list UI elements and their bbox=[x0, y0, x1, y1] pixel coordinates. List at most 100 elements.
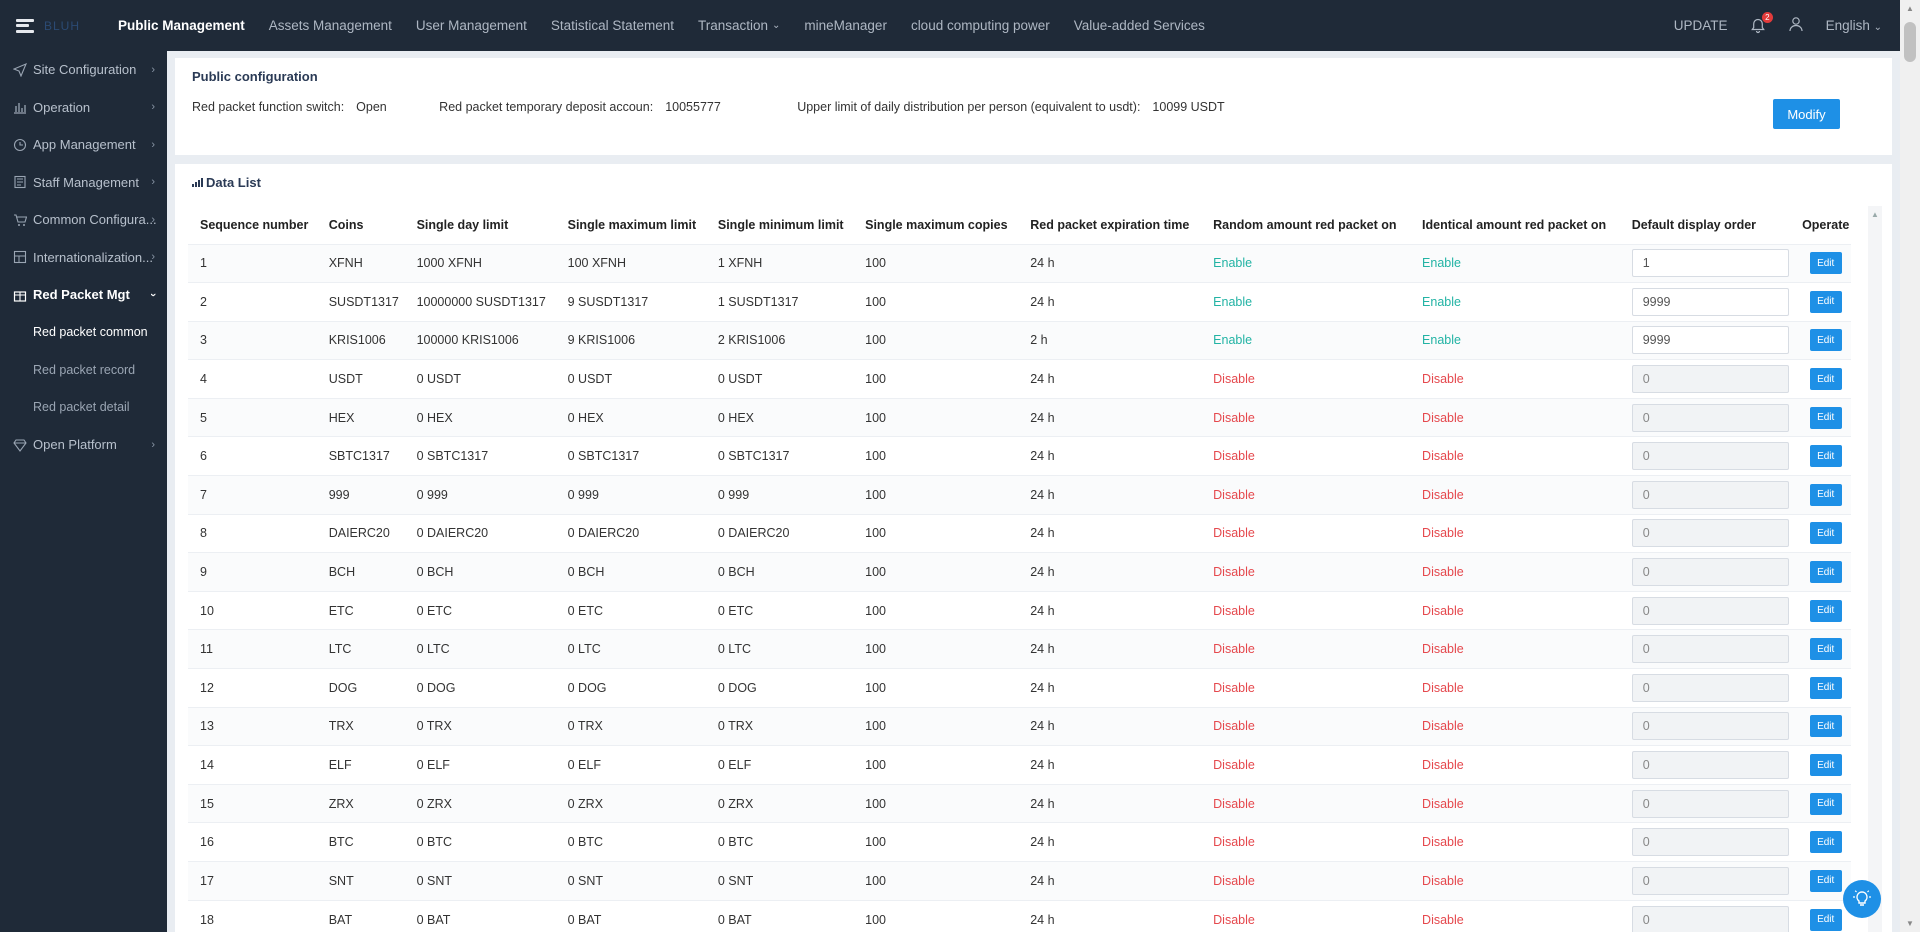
deposit-value: 10055777 bbox=[665, 100, 721, 114]
nav-statistical-statement[interactable]: Statistical Statement bbox=[550, 18, 674, 33]
table-row: 2 SUSDT1317 10000000 SUSDT1317 9 SUSDT1317 1… bbox=[188, 282, 1851, 322]
edit-button[interactable]: Edit bbox=[1809, 252, 1842, 275]
display-order-input[interactable] bbox=[1631, 751, 1789, 780]
display-order-input[interactable] bbox=[1631, 866, 1789, 895]
edit-button[interactable]: Edit bbox=[1809, 445, 1842, 468]
cell-random-status: Disable bbox=[1201, 899, 1411, 932]
cell-sequence: 1 bbox=[188, 243, 317, 283]
cell-display-order bbox=[1619, 436, 1801, 476]
chevron-down-icon: › bbox=[147, 292, 160, 297]
edit-button[interactable]: Edit bbox=[1809, 561, 1842, 584]
menu-icon[interactable] bbox=[16, 18, 34, 33]
cell-expiration: 24 h bbox=[1018, 783, 1202, 823]
display-order-input[interactable] bbox=[1631, 249, 1789, 278]
edit-button[interactable]: Edit bbox=[1809, 676, 1842, 699]
edit-button[interactable]: Edit bbox=[1809, 831, 1842, 854]
cell-expiration: 24 h bbox=[1018, 282, 1202, 322]
edit-button[interactable]: Edit bbox=[1809, 406, 1842, 429]
cell-max-limit: 0 LTC bbox=[555, 629, 706, 669]
display-order-input[interactable] bbox=[1631, 635, 1789, 664]
display-order-input[interactable] bbox=[1631, 828, 1789, 857]
display-order-input[interactable] bbox=[1631, 905, 1789, 932]
sidebar-subitem-red-packet-detail[interactable]: Red packet detail bbox=[33, 400, 130, 415]
cell-display-order bbox=[1619, 475, 1801, 515]
bell-icon[interactable]: 2 bbox=[1750, 11, 1773, 34]
sidebar-item-operation[interactable]: Operation › bbox=[0, 89, 167, 127]
table-row: 16 BTC 0 BTC 0 BTC 0 BTC 100 24 h Disable Disabl… bbox=[188, 822, 1851, 862]
display-order-input[interactable] bbox=[1631, 789, 1789, 818]
display-order-input[interactable] bbox=[1631, 558, 1789, 587]
scrollbar-thumb[interactable] bbox=[1904, 22, 1916, 62]
edit-button[interactable]: Edit bbox=[1809, 754, 1842, 777]
display-order-input[interactable] bbox=[1631, 596, 1789, 625]
display-order-input[interactable] bbox=[1631, 712, 1789, 741]
edit-button[interactable]: Edit bbox=[1809, 638, 1842, 661]
cell-min-limit: 0 999 bbox=[705, 475, 854, 515]
nav-assets-management[interactable]: Assets Management bbox=[268, 18, 392, 33]
cell-min-limit: 0 TRX bbox=[705, 706, 854, 746]
nav-mine-manager[interactable]: mineManager bbox=[804, 18, 887, 33]
language-select[interactable]: English ⌄ bbox=[1825, 18, 1882, 33]
cell-coin: SNT bbox=[316, 861, 405, 901]
display-order-input[interactable] bbox=[1631, 365, 1789, 394]
cell-coin: DOG bbox=[316, 668, 405, 708]
display-order-input[interactable] bbox=[1631, 480, 1789, 509]
update-link[interactable]: UPDATE bbox=[1673, 18, 1728, 33]
display-order-input[interactable] bbox=[1631, 326, 1789, 355]
display-order-input[interactable] bbox=[1631, 673, 1789, 702]
cell-sequence: 17 bbox=[188, 861, 317, 901]
cell-display-order bbox=[1619, 668, 1801, 708]
display-order-input[interactable] bbox=[1631, 403, 1789, 432]
cell-coin: LTC bbox=[316, 629, 405, 669]
cell-display-order bbox=[1619, 513, 1801, 553]
page-scrollbar[interactable]: ▲ ▼ bbox=[1900, 0, 1920, 932]
table-header-row: Sequence number Coins Single day limit S… bbox=[188, 206, 1851, 244]
table-scrollbar[interactable]: ▲ bbox=[1868, 206, 1882, 932]
arrow-down-icon[interactable]: ▼ bbox=[1906, 919, 1914, 928]
sidebar-item-site-configuration[interactable]: Site Configuration › bbox=[0, 51, 167, 89]
public-config-panel: Public configuration Red packet function… bbox=[175, 58, 1892, 155]
nav-public-management[interactable]: Public Management bbox=[118, 18, 245, 33]
nav-value-added-services[interactable]: Value-added Services bbox=[1073, 18, 1205, 33]
nav-user-management[interactable]: User Management bbox=[415, 18, 527, 33]
edit-button[interactable]: Edit bbox=[1809, 908, 1842, 931]
modify-button[interactable]: Modify bbox=[1773, 99, 1840, 129]
display-order-input[interactable] bbox=[1631, 519, 1789, 548]
chevron-right-icon: › bbox=[151, 251, 155, 264]
edit-button[interactable]: Edit bbox=[1809, 329, 1842, 352]
cell-coin: ELF bbox=[316, 745, 405, 785]
nav-cloud-computing-power[interactable]: cloud computing power bbox=[910, 18, 1050, 33]
nav-transaction[interactable]: Transaction ⌄ bbox=[697, 18, 781, 33]
edit-button[interactable]: Edit bbox=[1809, 290, 1842, 313]
edit-button[interactable]: Edit bbox=[1809, 522, 1842, 545]
edit-button[interactable]: Edit bbox=[1809, 792, 1842, 815]
sidebar-item-app-management[interactable]: App Management › bbox=[0, 126, 167, 164]
edit-button[interactable]: Edit bbox=[1809, 715, 1842, 738]
cell-min-limit: 2 KRIS1006 bbox=[705, 320, 854, 360]
cell-expiration: 24 h bbox=[1018, 436, 1202, 476]
cell-operate: Edit bbox=[1800, 359, 1851, 399]
display-order-input[interactable] bbox=[1631, 287, 1789, 316]
sidebar-item-staff-management[interactable]: Staff Management › bbox=[0, 164, 167, 202]
sidebar-item-common-configuration[interactable]: Common Configura... › bbox=[0, 201, 167, 239]
sidebar-item-red-packet-mgt[interactable]: Red Packet Mgt › bbox=[0, 276, 167, 314]
arrow-up-icon[interactable]: ▲ bbox=[1871, 210, 1879, 219]
cell-min-limit: 0 BTC bbox=[705, 822, 854, 862]
cell-max-limit: 0 ETC bbox=[555, 590, 706, 630]
sidebar-item-internationalization[interactable]: Internationalization... › bbox=[0, 239, 167, 277]
lightbulb-icon[interactable] bbox=[1843, 880, 1881, 918]
user-icon[interactable] bbox=[1788, 16, 1804, 35]
arrow-up-icon[interactable]: ▲ bbox=[1906, 4, 1914, 13]
cell-expiration: 24 h bbox=[1018, 629, 1202, 669]
sidebar-subitem-red-packet-common[interactable]: Red packet common bbox=[33, 325, 148, 340]
sidebar-subitem-red-packet-record[interactable]: Red packet record bbox=[33, 362, 136, 377]
edit-button[interactable]: Edit bbox=[1809, 869, 1842, 892]
edit-button[interactable]: Edit bbox=[1809, 599, 1842, 622]
logo[interactable]: BLUH bbox=[0, 0, 106, 51]
cell-identical-status: Disable bbox=[1410, 629, 1620, 669]
cell-max-copies: 100 bbox=[853, 243, 1019, 283]
display-order-input[interactable] bbox=[1631, 442, 1789, 471]
sidebar-item-open-platform[interactable]: Open Platform › bbox=[0, 426, 167, 464]
edit-button[interactable]: Edit bbox=[1809, 368, 1842, 391]
edit-button[interactable]: Edit bbox=[1809, 483, 1842, 506]
